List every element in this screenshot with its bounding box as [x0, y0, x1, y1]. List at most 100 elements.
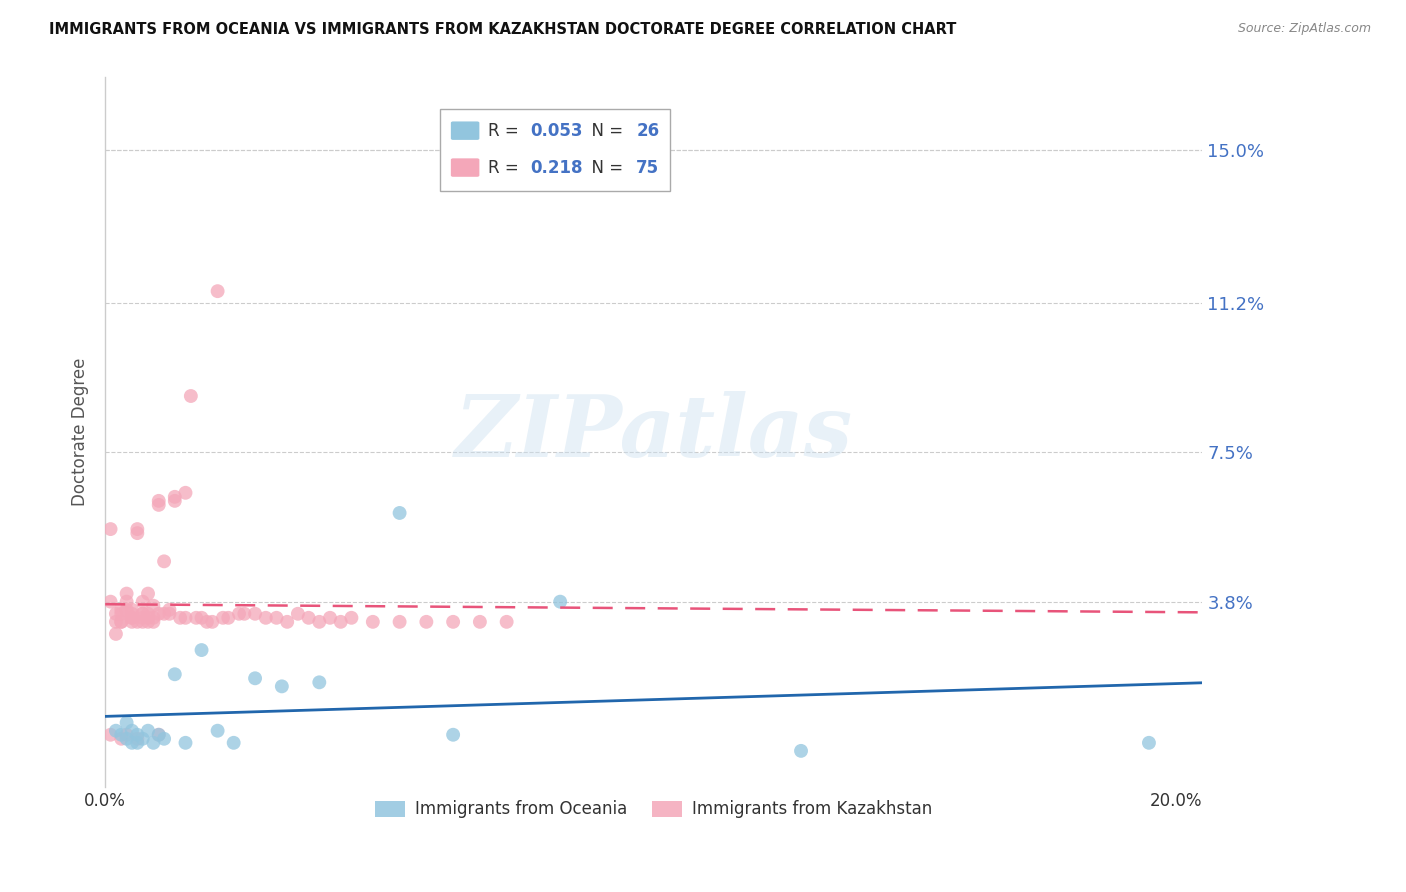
Point: [159, 603, 181, 617]
Point: [121, 603, 143, 617]
Point: [233, 607, 256, 621]
Text: 0.053: 0.053: [530, 121, 582, 140]
Point: [276, 615, 298, 629]
Point: [415, 615, 437, 629]
Legend: Immigrants from Oceania, Immigrants from Kazakhstan: Immigrants from Oceania, Immigrants from…: [368, 794, 939, 825]
Point: [243, 671, 266, 685]
Text: Source: ZipAtlas.com: Source: ZipAtlas.com: [1237, 22, 1371, 36]
Point: [115, 728, 138, 742]
Point: [254, 611, 277, 625]
Point: [1137, 736, 1160, 750]
Point: [212, 611, 235, 625]
Point: [228, 607, 250, 621]
Text: 0.218: 0.218: [530, 159, 582, 177]
Point: [115, 603, 138, 617]
Point: [136, 611, 159, 625]
Point: [110, 603, 132, 617]
Point: [104, 723, 127, 738]
Point: [186, 611, 208, 625]
Point: [163, 667, 186, 681]
Point: [361, 615, 384, 629]
Point: [266, 611, 288, 625]
FancyBboxPatch shape: [440, 110, 671, 191]
Point: [127, 736, 149, 750]
Point: [195, 615, 218, 629]
Point: [308, 675, 330, 690]
Point: [441, 728, 464, 742]
Point: [148, 498, 170, 512]
Point: [100, 595, 122, 609]
Point: [121, 611, 143, 625]
Point: [388, 615, 411, 629]
Point: [329, 615, 352, 629]
Point: [127, 731, 149, 746]
Text: R =: R =: [488, 121, 524, 140]
FancyBboxPatch shape: [451, 159, 479, 177]
Point: [115, 731, 138, 746]
Point: [441, 615, 464, 629]
Point: [100, 728, 122, 742]
Point: [110, 615, 132, 629]
Text: ZIPatlas: ZIPatlas: [454, 391, 853, 474]
Point: [131, 607, 153, 621]
Y-axis label: Doctorate Degree: Doctorate Degree: [72, 358, 89, 507]
Point: [104, 615, 127, 629]
Point: [297, 611, 319, 625]
Point: [169, 611, 191, 625]
Text: R =: R =: [488, 159, 524, 177]
Point: [142, 736, 165, 750]
FancyBboxPatch shape: [451, 121, 479, 140]
Point: [340, 611, 363, 625]
Point: [136, 723, 159, 738]
Point: [174, 611, 197, 625]
Point: [495, 615, 517, 629]
Point: [136, 615, 159, 629]
Point: [131, 731, 153, 746]
Point: [121, 736, 143, 750]
Text: N =: N =: [582, 159, 628, 177]
Text: 26: 26: [637, 121, 659, 140]
Point: [190, 643, 212, 657]
Point: [201, 615, 224, 629]
Point: [287, 607, 309, 621]
Point: [142, 615, 165, 629]
Point: [163, 490, 186, 504]
Point: [270, 679, 292, 693]
Point: [159, 607, 181, 621]
Point: [136, 586, 159, 600]
Point: [121, 607, 143, 621]
Point: [207, 723, 229, 738]
Point: [121, 615, 143, 629]
Point: [110, 731, 132, 746]
Text: IMMIGRANTS FROM OCEANIA VS IMMIGRANTS FROM KAZAKHSTAN DOCTORATE DEGREE CORRELATI: IMMIGRANTS FROM OCEANIA VS IMMIGRANTS FR…: [49, 22, 956, 37]
Point: [131, 607, 153, 621]
Point: [222, 736, 245, 750]
Point: [115, 586, 138, 600]
Point: [319, 611, 342, 625]
Point: [100, 522, 122, 536]
Point: [131, 595, 153, 609]
Point: [207, 284, 229, 298]
Point: [115, 595, 138, 609]
Point: [127, 526, 149, 541]
Point: [308, 615, 330, 629]
Text: N =: N =: [582, 121, 628, 140]
Point: [148, 607, 170, 621]
Point: [115, 715, 138, 730]
Point: [127, 522, 149, 536]
Point: [104, 607, 127, 621]
Point: [388, 506, 411, 520]
Point: [148, 728, 170, 742]
Point: [548, 595, 571, 609]
Point: [174, 736, 197, 750]
Point: [127, 615, 149, 629]
Point: [153, 607, 176, 621]
Point: [142, 599, 165, 613]
Point: [121, 611, 143, 625]
Point: [142, 611, 165, 625]
Point: [110, 607, 132, 621]
Point: [190, 611, 212, 625]
Point: [153, 731, 176, 746]
Point: [110, 615, 132, 629]
Point: [217, 611, 239, 625]
